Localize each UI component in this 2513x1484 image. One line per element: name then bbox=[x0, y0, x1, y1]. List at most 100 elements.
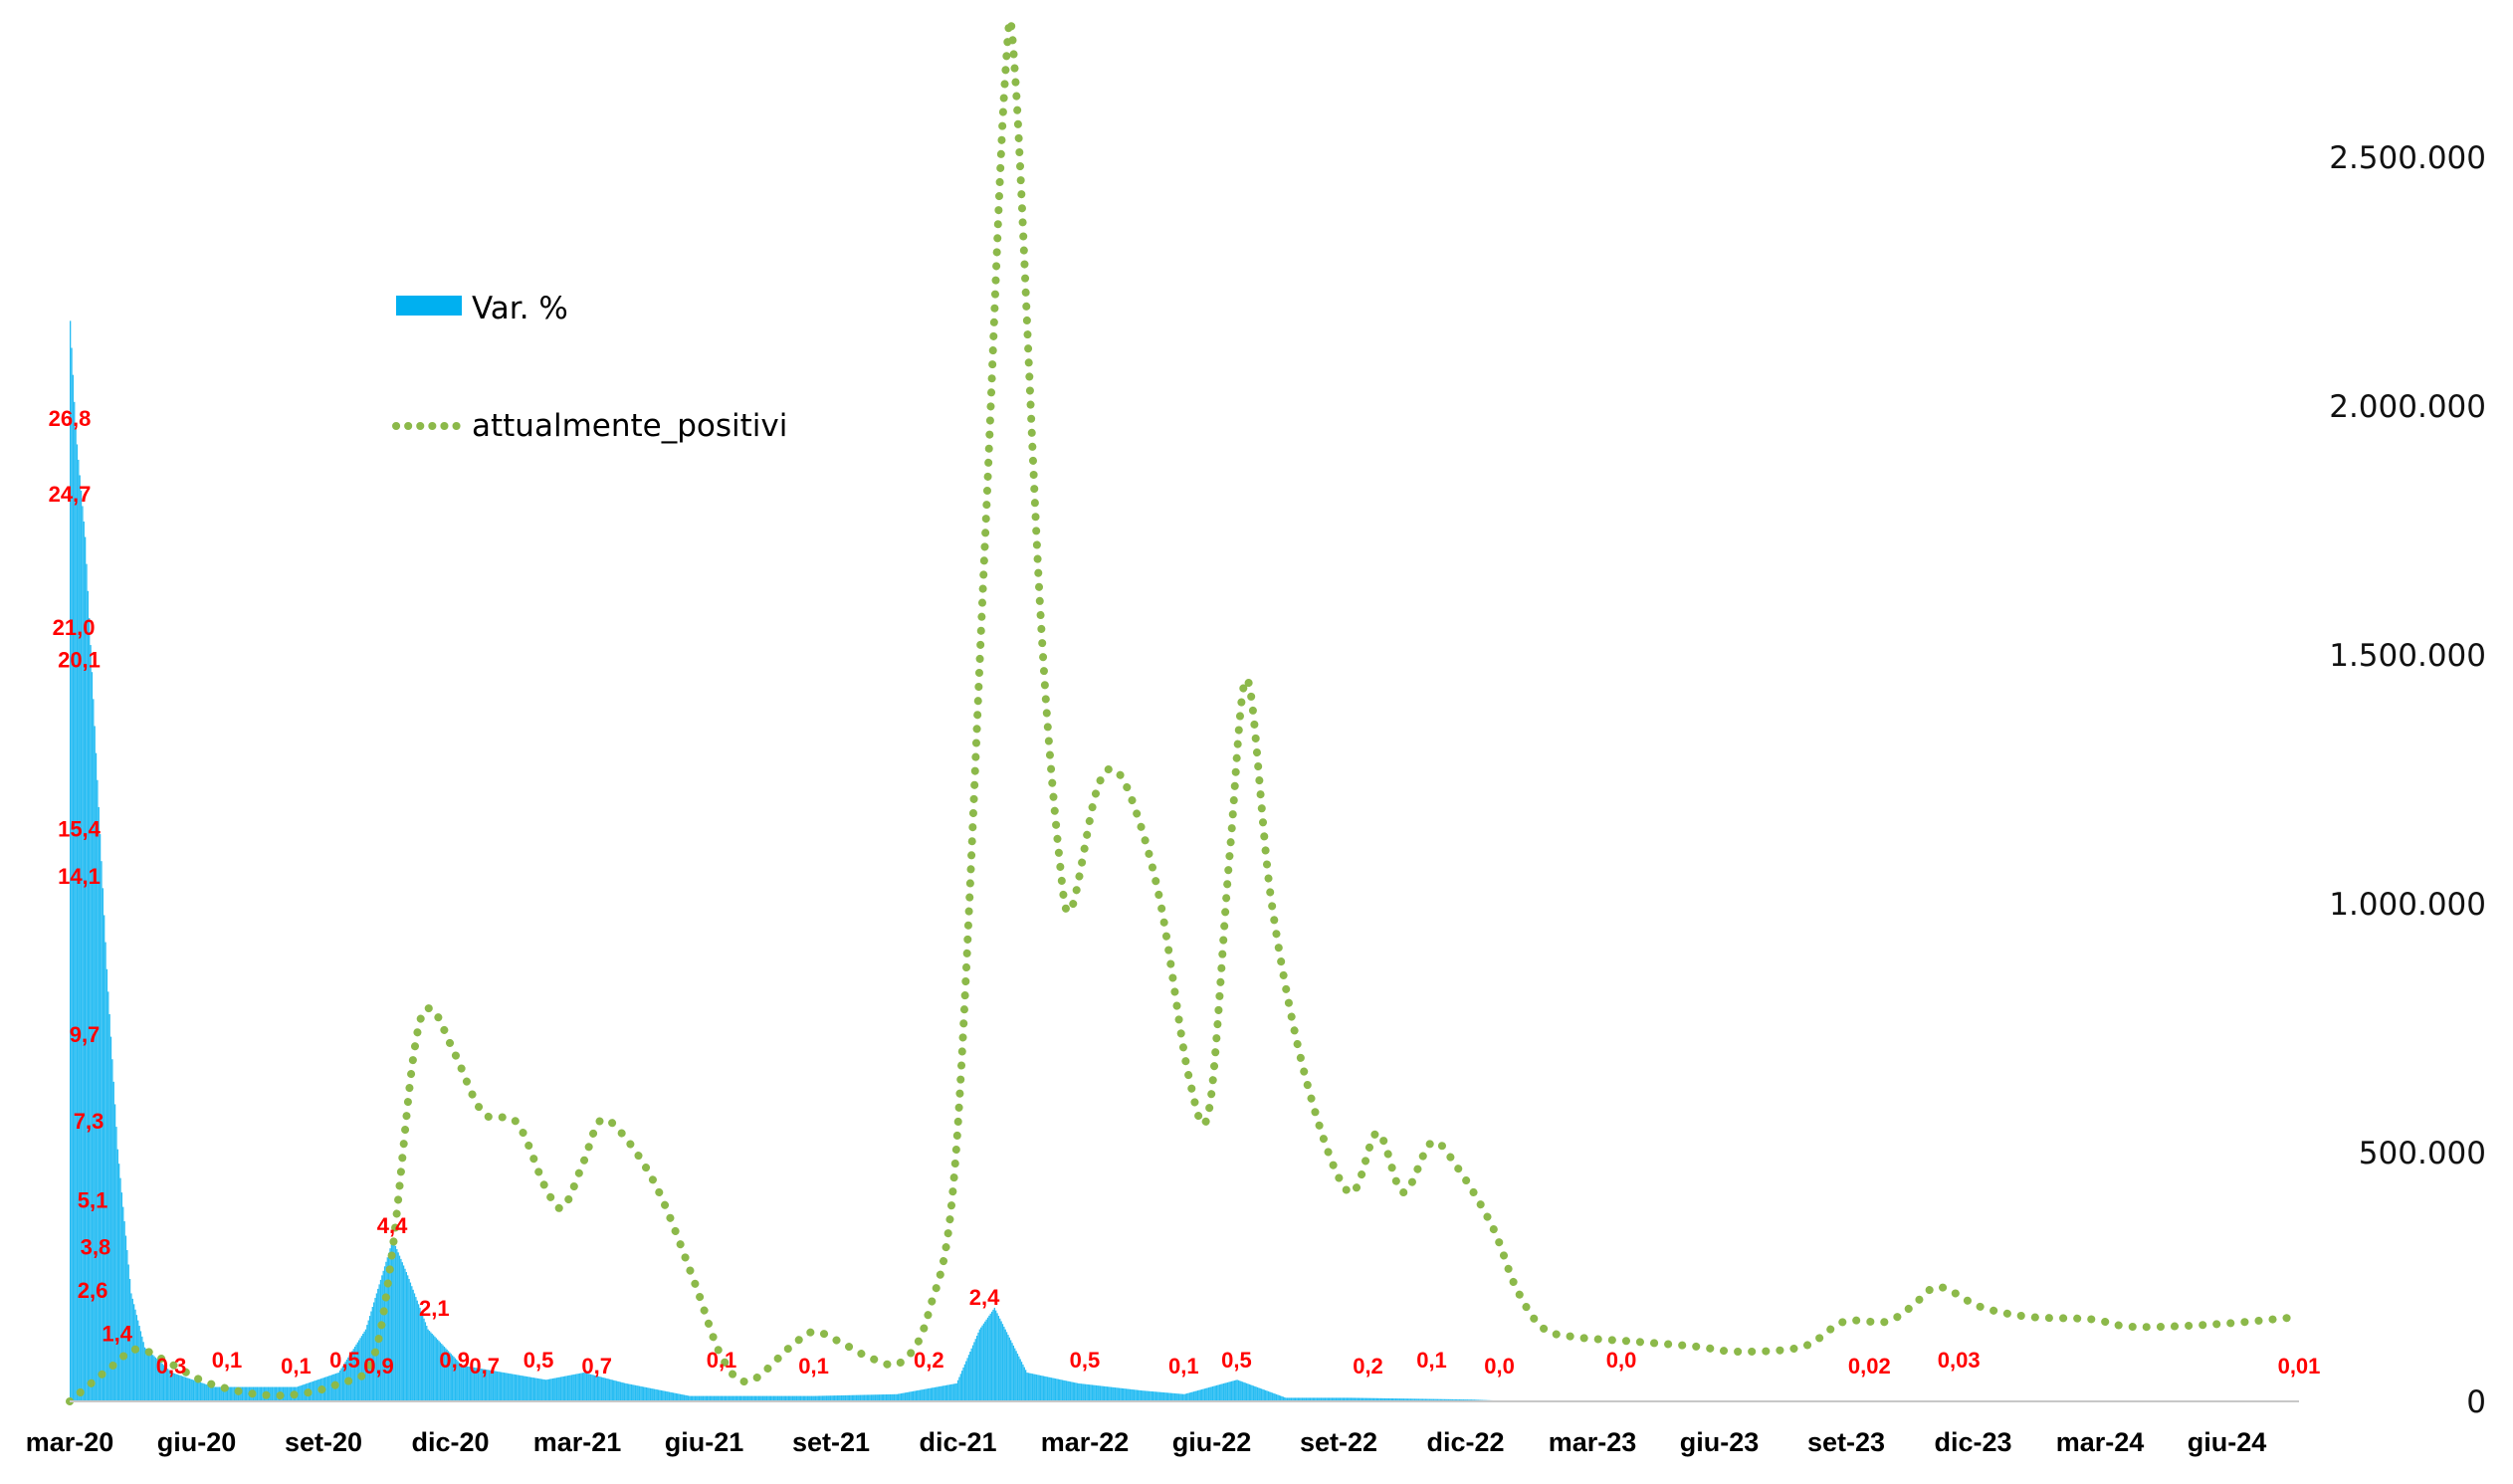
var-bar-826 bbox=[1188, 1392, 1191, 1401]
var-bar-866 bbox=[1243, 1381, 1245, 1401]
var-bar-573 bbox=[846, 1394, 848, 1401]
var-bar-842 bbox=[1210, 1386, 1212, 1401]
var-bar-619 bbox=[908, 1391, 911, 1401]
var-bar-452 bbox=[682, 1394, 684, 1401]
var-bar-794 bbox=[1146, 1390, 1148, 1401]
var-bar-589 bbox=[868, 1394, 870, 1401]
data-labels: 26,8 24,7 21,0 20,1 15,4 14,1 9,7 7,3 5,1 3,8 2,6 1… bbox=[49, 406, 2321, 1378]
var-bar-150 bbox=[273, 1386, 275, 1401]
data-label-13: 0,1 bbox=[212, 1348, 243, 1373]
var-bar-941 bbox=[1345, 1397, 1347, 1401]
var-bar-374 bbox=[576, 1374, 578, 1401]
var-bar-413 bbox=[629, 1383, 631, 1401]
legend-item-attualmente-positivi: attualmente_positivi bbox=[392, 408, 787, 444]
x-tick-mar-23: mar-23 bbox=[1549, 1427, 1637, 1457]
var-bar-845 bbox=[1214, 1385, 1216, 1401]
var-bar-680 bbox=[990, 1311, 993, 1401]
var-bar-822 bbox=[1183, 1393, 1185, 1401]
var-bar-626 bbox=[918, 1389, 920, 1401]
var-bar-513 bbox=[764, 1395, 766, 1401]
var-bar-977 bbox=[1393, 1398, 1395, 1401]
var-bar-371 bbox=[572, 1375, 574, 1401]
var-bar-946 bbox=[1352, 1397, 1354, 1401]
var-bar-419 bbox=[637, 1385, 639, 1401]
var-bar-747 bbox=[1082, 1383, 1084, 1401]
var-bar-21 bbox=[98, 806, 100, 1401]
var-bar-14 bbox=[89, 617, 91, 1401]
var-bar-54 bbox=[142, 1342, 144, 1401]
var-bar-756 bbox=[1094, 1384, 1096, 1401]
var-bar-312 bbox=[492, 1371, 495, 1401]
var-bar-438 bbox=[663, 1390, 665, 1401]
var-bar-862 bbox=[1237, 1379, 1240, 1401]
var-bar-248 bbox=[405, 1272, 407, 1401]
var-bar-410 bbox=[625, 1382, 627, 1401]
var-bar-908 bbox=[1300, 1397, 1302, 1401]
var-bar-748 bbox=[1083, 1383, 1085, 1401]
var-bar-712 bbox=[1034, 1374, 1036, 1401]
var-bar-769 bbox=[1112, 1386, 1114, 1401]
var-bar-365 bbox=[564, 1376, 566, 1401]
var-bar-279 bbox=[447, 1351, 450, 1401]
var-bar-503 bbox=[750, 1395, 753, 1401]
var-bar-87 bbox=[187, 1378, 189, 1401]
var-bar-647 bbox=[946, 1384, 948, 1401]
var-bar-938 bbox=[1341, 1397, 1343, 1401]
var-bar-17 bbox=[93, 699, 95, 1401]
x-tick-dic-20: dic-20 bbox=[411, 1427, 489, 1457]
var-bar-883 bbox=[1266, 1390, 1268, 1401]
var-bar-238 bbox=[392, 1239, 394, 1401]
var-bar-796 bbox=[1148, 1390, 1151, 1401]
var-bar-28 bbox=[107, 991, 109, 1401]
var-bar-389 bbox=[596, 1376, 598, 1401]
var-bar-921 bbox=[1318, 1397, 1320, 1401]
var-bar-122 bbox=[235, 1386, 237, 1401]
var-bar-317 bbox=[499, 1372, 501, 1401]
var-bar-623 bbox=[914, 1390, 916, 1401]
var-bar-936 bbox=[1338, 1397, 1340, 1401]
var-bar-855 bbox=[1228, 1381, 1230, 1401]
var-bar-55 bbox=[143, 1347, 146, 1401]
var-bar-648 bbox=[947, 1384, 949, 1401]
var-bar-676 bbox=[985, 1319, 987, 1401]
data-label-34: 0,02 bbox=[1848, 1354, 1891, 1378]
var-bar-313 bbox=[494, 1371, 496, 1401]
var-bar-757 bbox=[1095, 1384, 1098, 1401]
var-bar-730 bbox=[1059, 1378, 1061, 1401]
data-label-10: 2,6 bbox=[78, 1278, 108, 1303]
var-bar-918 bbox=[1314, 1397, 1316, 1401]
var-bar-232 bbox=[383, 1266, 386, 1401]
var-bar-605 bbox=[889, 1393, 892, 1401]
var-bar-362 bbox=[559, 1377, 562, 1401]
var-bar-781 bbox=[1128, 1388, 1130, 1401]
data-label-7: 7,3 bbox=[74, 1109, 105, 1134]
var-bar-843 bbox=[1211, 1385, 1214, 1401]
var-bar-530 bbox=[787, 1395, 789, 1401]
var-bar-12 bbox=[86, 563, 88, 1401]
var-bar-251 bbox=[409, 1282, 412, 1401]
var-bar-786 bbox=[1135, 1389, 1137, 1401]
var-bar-492 bbox=[735, 1395, 738, 1401]
var-bar-692 bbox=[1007, 1335, 1009, 1401]
var-bar-895 bbox=[1282, 1396, 1285, 1401]
var-bar-744 bbox=[1078, 1382, 1080, 1401]
var-bar-767 bbox=[1109, 1386, 1111, 1401]
var-bar-840 bbox=[1207, 1387, 1210, 1401]
var-bar-411 bbox=[626, 1383, 628, 1401]
var-bar-1013 bbox=[1442, 1398, 1444, 1401]
var-bar-653 bbox=[954, 1383, 956, 1401]
var-bar-863 bbox=[1239, 1380, 1241, 1401]
var-bar-666 bbox=[971, 1345, 974, 1401]
var-bar-548 bbox=[812, 1395, 814, 1401]
var-bar-68 bbox=[161, 1364, 163, 1401]
var-bar-260 bbox=[422, 1315, 424, 1401]
var-bar-551 bbox=[816, 1395, 818, 1401]
var-bar-649 bbox=[948, 1384, 951, 1401]
var-bar-869 bbox=[1247, 1383, 1249, 1401]
var-bar-280 bbox=[449, 1352, 451, 1401]
data-label-31: 0,1 bbox=[1416, 1348, 1447, 1373]
data-label-33: 0,0 bbox=[1606, 1348, 1637, 1373]
var-bar-505 bbox=[753, 1395, 755, 1401]
var-bar-393 bbox=[602, 1377, 604, 1401]
var-bar-844 bbox=[1213, 1385, 1215, 1401]
